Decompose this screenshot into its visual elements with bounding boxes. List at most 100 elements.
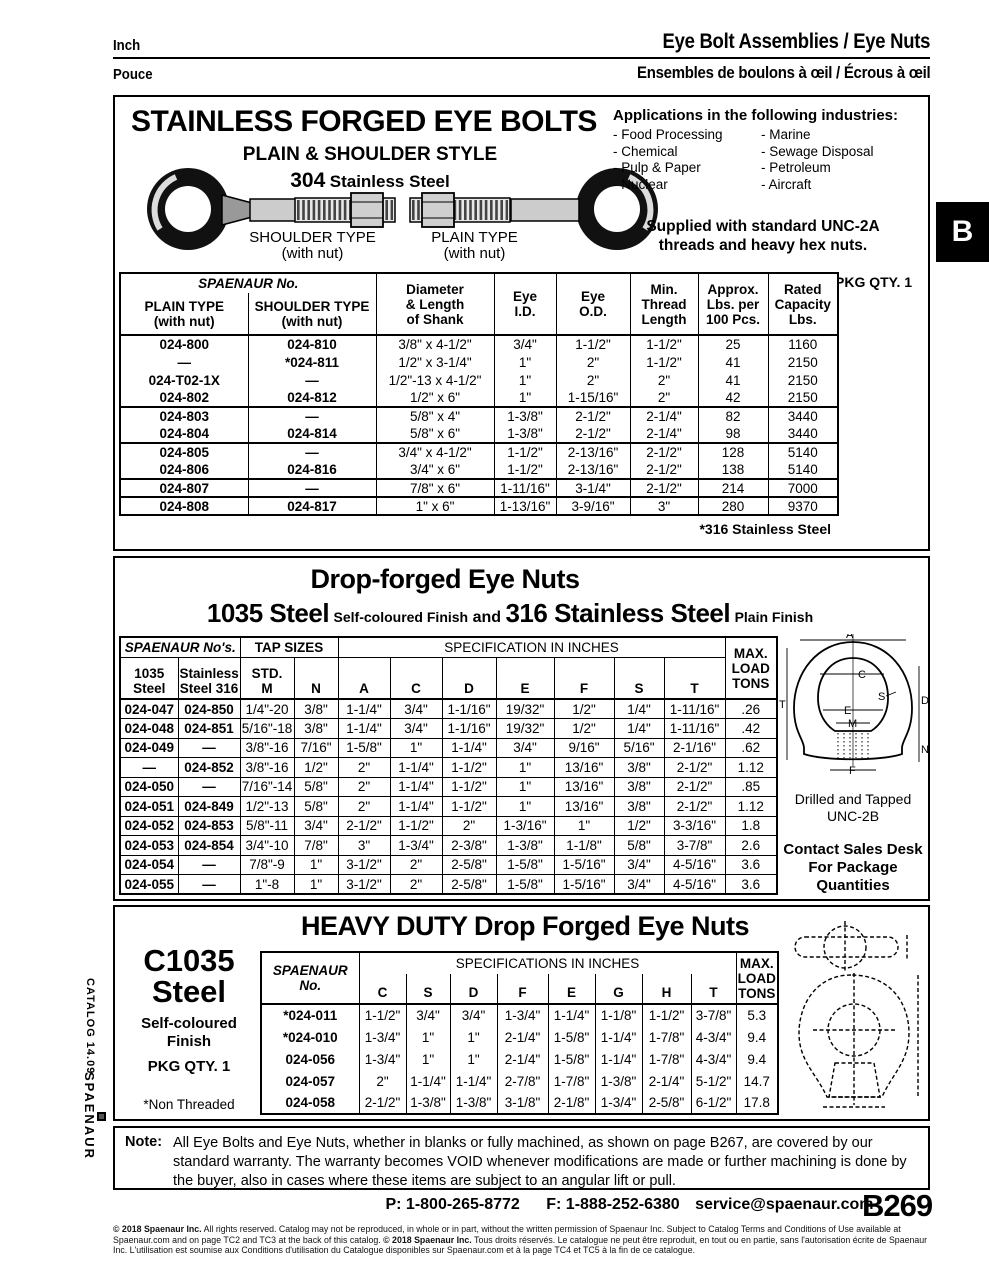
- table-row: 024-808 024-817 1" x 6" 1-13/16" 3-9/16" 3"…: [119, 496, 839, 515]
- column-tap-n: N: [293, 657, 339, 700]
- note-label: Note:: [125, 1134, 163, 1150]
- material-steel: Steel: [151, 974, 227, 1009]
- dim-label-s: S: [878, 691, 885, 703]
- footnote-316: *316 Stainless Steel: [699, 521, 831, 537]
- column-shoulder-type: SHOULDER TYPE (with nut): [247, 293, 377, 336]
- table-row: 024-047 024-850 1/4"-20 3/8" 1-1/4" 3/4" 1-…: [119, 698, 778, 719]
- dim-label-e: E: [844, 705, 851, 717]
- table-row: 024-806 024-816 3/4" x 6" 1-1/2" 2-13/16" 2…: [119, 461, 839, 479]
- column-c: C: [389, 657, 443, 700]
- eye-nut-diagram-panel: A T C S D E M N F Drilled and Tapped UNC…: [777, 629, 929, 895]
- dim-label-a: A: [846, 634, 854, 641]
- column-s: S: [405, 974, 450, 1005]
- column-f: F: [553, 657, 615, 700]
- column-a: A: [337, 657, 391, 700]
- application-item: - Marine: [761, 127, 811, 142]
- pkg-qty-label: PKG QTY. 1: [835, 274, 913, 290]
- table-row: *024-011 1-1/2" 3/4" 3/4" 1-3/4" 1-1/4" 1-1…: [260, 1004, 779, 1026]
- dim-label-m: M: [848, 718, 857, 730]
- column-eye-od: Eye O.D.: [555, 273, 631, 336]
- copyright-text: © 2018 Spaenaur Inc. All rights reserved…: [113, 1224, 928, 1255]
- column-spaenaur-no: SPAENAUR No.: [260, 952, 359, 1005]
- drilled-tapped-note: Drilled and Tapped UNC-2B: [794, 791, 912, 824]
- dim-label-n: N: [921, 744, 928, 756]
- application-item: - Sewage Disposal: [761, 143, 874, 159]
- column-1035-steel: 1035 Steel: [119, 657, 179, 700]
- finish-label: Self-coloured Finish: [141, 1015, 237, 1050]
- table-row: 024-T02-1X — 1/2"-13 x 4-1/2" 1" 2" 2" 41 21…: [119, 371, 839, 389]
- table-row: 024-056 1-3/4" 1" 1" 2-1/4" 1-5/8" 1-1/4" 1-…: [260, 1048, 779, 1070]
- unit-label-fr: Pouce: [113, 66, 153, 83]
- column-e: E: [547, 974, 595, 1005]
- column-group-specification: SPECIFICATION IN INCHES: [337, 636, 726, 658]
- page-number: B269: [862, 1188, 933, 1223]
- column-e: E: [495, 657, 555, 700]
- table-row: 024-058 2-1/2" 1-3/8" 1-3/8" 3-1/8" 2-1/8" …: [260, 1092, 779, 1114]
- dim-label-d: D: [921, 695, 928, 707]
- dim-label-c: C: [858, 669, 866, 681]
- eye-nut-dimension-diagram: A T C S D E M N F: [779, 629, 929, 777]
- column-max-load: MAX. LOAD TONS: [735, 952, 779, 1005]
- column-t: T: [690, 974, 737, 1005]
- application-item: - Chemical: [613, 143, 678, 159]
- application-item: - Food Processing: [613, 127, 723, 142]
- column-lbs-per-100: Approx. Lbs. per 100 Pcs.: [697, 273, 769, 336]
- table-row: *024-010 1-3/4" 1" 1" 2-1/4" 1-5/8" 1-1/4" 1…: [260, 1026, 779, 1048]
- note-text: All Eye Bolts and Eye Nuts, whether in b…: [173, 1135, 907, 1189]
- non-threaded-footnote: *Non Threaded: [143, 1097, 235, 1112]
- eye-bolts-material: 304 Stainless Steel: [135, 169, 605, 193]
- plain-type-label: PLAIN TYPE (with nut): [431, 229, 518, 262]
- applications-column-1: - Food Processing - Chemical - Pulp & Pape…: [613, 127, 761, 193]
- table-row: —024-852 3/8"-16 1/2" 2" 1-1/4" 1-1/2" 1" 1…: [119, 757, 778, 778]
- table-row: 024-800 024-810 3/8" x 4-1/2" 3/4" 1-1/2" 1…: [119, 335, 839, 353]
- heavy-duty-table: SPAENAUR No. SPECIFICATIONS IN INCHES MA…: [260, 951, 780, 1115]
- column-h: H: [641, 974, 691, 1005]
- column-group-spaenaur: SPAENAUR No.: [119, 273, 377, 293]
- table-row: 024-055— 1"-8 1" 3-1/2" 2" 2-5/8" 1-5/8" 1-…: [119, 874, 778, 895]
- column-thread-length: Min. Thread Length: [629, 273, 699, 336]
- eye-bolts-section: STAINLESS FORGED EYE BOLTS PLAIN & SHOUL…: [113, 95, 930, 551]
- material-text: Stainless Steel: [329, 172, 450, 191]
- table-row: 024-049— 3/8"-16 7/16" 1-5/8" 1" 1-1/4" 3/4…: [119, 737, 778, 758]
- steel-316-label: 316 Stainless Steel: [505, 598, 731, 628]
- column-diameter: Diameter & Length of Shank: [375, 273, 495, 336]
- eye-bolts-subtitle: PLAIN & SHOULDER STYLE: [242, 144, 498, 165]
- drop-forged-table: SPAENAUR No's. TAP SIZES SPECIFICATION I…: [119, 636, 779, 895]
- column-t: T: [663, 657, 726, 700]
- section-tab-b: B: [936, 202, 989, 262]
- table-row: — *024-811 1/2" x 3-1/4" 1" 2" 1-1/2" 41 215…: [119, 353, 839, 371]
- catalog-version-vertical: CATALOG 14.09: [84, 978, 96, 1075]
- phone-number: P: 1-800-265-8772: [385, 1196, 520, 1213]
- page-title-fr: Ensembles de boulons à œil / Écrous à œi…: [636, 63, 931, 82]
- copyright-fr-label: © 2018 Spaenaur Inc.: [383, 1234, 472, 1245]
- eye-bolts-illustration: [147, 168, 658, 250]
- header-divider: [113, 57, 930, 59]
- footer-contact-line: P: 1-800-265-8772 F: 1-888-252-6380 serv…: [320, 1196, 928, 1214]
- drop-forged-table-header: SPAENAUR No's. TAP SIZES SPECIFICATION I…: [119, 636, 778, 700]
- column-group-spaenaur: SPAENAUR No's.: [119, 636, 241, 658]
- column-plain-type: PLAIN TYPE (with nut): [119, 293, 248, 336]
- spaenaur-logo-icon: [97, 1112, 106, 1121]
- column-f: F: [496, 974, 548, 1005]
- drop-forged-title: Drop-forged Eye Nuts: [310, 564, 580, 594]
- column-s: S: [613, 657, 665, 700]
- heavy-duty-table-header: SPAENAUR No. SPECIFICATIONS IN INCHES MA…: [260, 952, 779, 1005]
- steel-1035-label: 1035 Steel: [206, 598, 330, 628]
- steel-316-finish: Plain Finish: [734, 609, 814, 625]
- steel-1035-finish: Self-coloured Finish: [333, 609, 469, 625]
- table-row: 024-802 024-812 1/2" x 6" 1" 1-15/16" 2" 42…: [119, 389, 839, 407]
- applications-column-2: - Marine - Sewage Disposal - Petroleum - Ai…: [761, 127, 921, 193]
- table-row: 024-051 024-849 1/2"-13 5/8" 2" 1-1/4" 1-1/…: [119, 796, 778, 817]
- shoulder-type-label: SHOULDER TYPE (with nut): [249, 229, 376, 262]
- column-group-tap-sizes: TAP SIZES: [239, 636, 339, 658]
- application-item: - Aircraft: [761, 176, 812, 192]
- table-row: 024-057 2" 1-1/4" 1-1/4" 2-7/8" 1-7/8" 1-3/…: [260, 1070, 779, 1092]
- column-rated-capacity: Rated Capacity Lbs.: [767, 273, 839, 336]
- column-g: G: [594, 974, 642, 1005]
- application-item: - Nuclear: [613, 176, 668, 192]
- table-row: 024-048 024-851 5/16"-18 3/8" 1-1/4" 3/4" 1…: [119, 718, 778, 739]
- table-row: 024-053 024-854 3/4"-10 7/8" 3" 1-3/4" 2-3/…: [119, 835, 778, 856]
- email-link[interactable]: service@spaenaur.com: [695, 1196, 874, 1213]
- eye-bolts-table: SPAENAUR No. Diameter & Length of Shank …: [119, 272, 840, 516]
